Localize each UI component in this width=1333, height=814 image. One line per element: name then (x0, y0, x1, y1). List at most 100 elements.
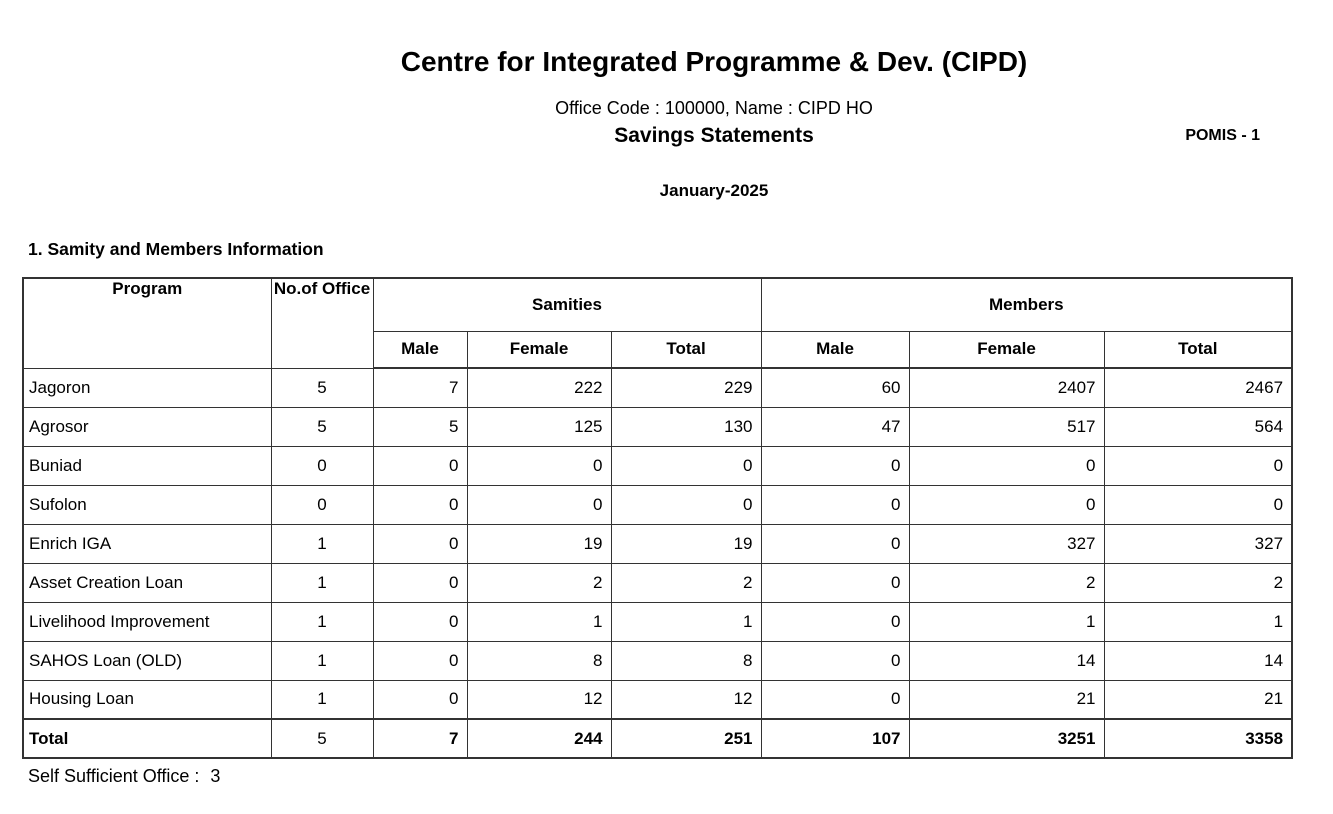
office-count-cell: 1 (270, 640, 374, 681)
samities-male-cell: 0 (372, 523, 468, 564)
members-total-cell: 564 (1103, 406, 1293, 447)
program-cell: Buniad (22, 445, 272, 486)
office-count-cell: 0 (270, 445, 374, 486)
samities-female-cell: 244 (466, 718, 612, 759)
samities-total-cell: 0 (610, 484, 762, 525)
program-cell: Enrich IGA (22, 523, 272, 564)
form-code-label: POMIS - 1 (1185, 127, 1260, 144)
col-group-samities: Samities (372, 277, 762, 332)
table-row-sahos-loan-old: SAHOS Loan (OLD) 1 0 8 8 0 14 14 (22, 640, 1293, 681)
samities-female-cell: 0 (466, 484, 612, 525)
samities-total-cell: 229 (610, 367, 762, 408)
program-cell: Total (22, 718, 272, 759)
col-header-program: Program (22, 277, 272, 369)
members-female-cell: 517 (908, 406, 1105, 447)
samities-male-cell: 0 (372, 562, 468, 603)
members-total-cell: 327 (1103, 523, 1293, 564)
samities-male-cell: 5 (372, 406, 468, 447)
samities-total-cell: 2 (610, 562, 762, 603)
table-row-buniad: Buniad 0 0 0 0 0 0 0 (22, 445, 1293, 486)
samities-female-cell: 125 (466, 406, 612, 447)
self-sufficient-office-label: Self Sufficient Office : (28, 766, 200, 786)
members-female-cell: 0 (908, 445, 1105, 486)
table-row-livelihood-improvement: Livelihood Improvement 1 0 1 1 0 1 1 (22, 601, 1293, 642)
members-total-cell: 21 (1103, 679, 1293, 720)
col-header-members-male: Male (760, 330, 910, 369)
members-female-cell: 2 (908, 562, 1105, 603)
samities-total-cell: 19 (610, 523, 762, 564)
program-cell: SAHOS Loan (OLD) (22, 640, 272, 681)
members-total-cell: 3358 (1103, 718, 1293, 759)
members-female-cell: 3251 (908, 718, 1105, 759)
members-total-cell: 14 (1103, 640, 1293, 681)
samities-female-cell: 1 (466, 601, 612, 642)
program-cell: Sufolon (22, 484, 272, 525)
office-count-cell: 5 (270, 718, 374, 759)
members-female-cell: 1 (908, 601, 1105, 642)
savings-table: Program No.of Office Samities Members Ma… (22, 277, 1294, 759)
office-count-cell: 1 (270, 523, 374, 564)
members-total-cell: 1 (1103, 601, 1293, 642)
office-count-cell: 1 (270, 679, 374, 720)
members-female-cell: 327 (908, 523, 1105, 564)
samities-total-cell: 130 (610, 406, 762, 447)
col-group-members: Members (760, 277, 1293, 332)
samities-total-cell: 0 (610, 445, 762, 486)
table-row-enrich-iga: Enrich IGA 1 0 19 19 0 327 327 (22, 523, 1293, 564)
members-male-cell: 107 (760, 718, 910, 759)
samities-male-cell: 7 (372, 367, 468, 408)
members-total-cell: 0 (1103, 484, 1293, 525)
page-title: Centre for Integrated Programme & Dev. (… (400, 46, 1028, 77)
samities-female-cell: 2 (466, 562, 612, 603)
members-female-cell: 0 (908, 484, 1105, 525)
samities-female-cell: 8 (466, 640, 612, 681)
program-cell: Housing Loan (22, 679, 272, 720)
table-row-jagoron: Jagoron 5 7 222 229 60 2407 2467 (22, 367, 1293, 408)
samities-female-cell: 19 (466, 523, 612, 564)
report-period: January-2025 (659, 181, 769, 200)
samities-male-cell: 0 (372, 601, 468, 642)
members-male-cell: 60 (760, 367, 910, 408)
samities-female-cell: 222 (466, 367, 612, 408)
members-male-cell: 0 (760, 523, 910, 564)
col-header-samities-female: Female (466, 330, 612, 369)
col-header-samities-total: Total (610, 330, 762, 369)
members-male-cell: 0 (760, 484, 910, 525)
office-count-cell: 5 (270, 406, 374, 447)
col-header-members-female: Female (908, 330, 1105, 369)
statement-title: Savings Statements (614, 124, 814, 147)
table-row-agrosor: Agrosor 5 5 125 130 47 517 564 (22, 406, 1293, 447)
program-cell: Jagoron (22, 367, 272, 408)
office-count-cell: 0 (270, 484, 374, 525)
samities-total-cell: 8 (610, 640, 762, 681)
statement-row: Savings Statements POMIS - 1 (95, 123, 1333, 149)
members-male-cell: 0 (760, 640, 910, 681)
members-male-cell: 0 (760, 601, 910, 642)
samities-total-cell: 12 (610, 679, 762, 720)
col-header-no-of-office: No.of Office (270, 277, 374, 369)
members-male-cell: 0 (760, 562, 910, 603)
section-heading: 1. Samity and Members Information (28, 239, 324, 259)
members-female-cell: 2407 (908, 367, 1105, 408)
self-sufficient-office-value: 3 (210, 766, 221, 786)
office-count-cell: 1 (270, 562, 374, 603)
header-row-sub: Male Female Total Male Female Total (23, 330, 1293, 369)
samities-total-cell: 1 (610, 601, 762, 642)
samities-female-cell: 12 (466, 679, 612, 720)
col-header-samities-male: Male (372, 330, 468, 369)
samities-female-cell: 0 (466, 445, 612, 486)
header-row-groups: Program No.of Office Samities Members (22, 277, 1293, 369)
members-male-cell: 0 (760, 445, 910, 486)
members-female-cell: 21 (908, 679, 1105, 720)
members-female-cell: 14 (908, 640, 1105, 681)
members-total-cell: 2 (1103, 562, 1293, 603)
samities-male-cell: 0 (372, 640, 468, 681)
members-total-cell: 2467 (1103, 367, 1293, 408)
self-sufficient-office-line: Self Sufficient Office : 3 (28, 766, 1333, 787)
program-cell: Agrosor (22, 406, 272, 447)
table-row-asset-creation-loan: Asset Creation Loan 1 0 2 2 0 2 2 (22, 562, 1293, 603)
members-total-cell: 0 (1103, 445, 1293, 486)
samities-total-cell: 251 (610, 718, 762, 759)
samities-male-cell: 0 (372, 484, 468, 525)
